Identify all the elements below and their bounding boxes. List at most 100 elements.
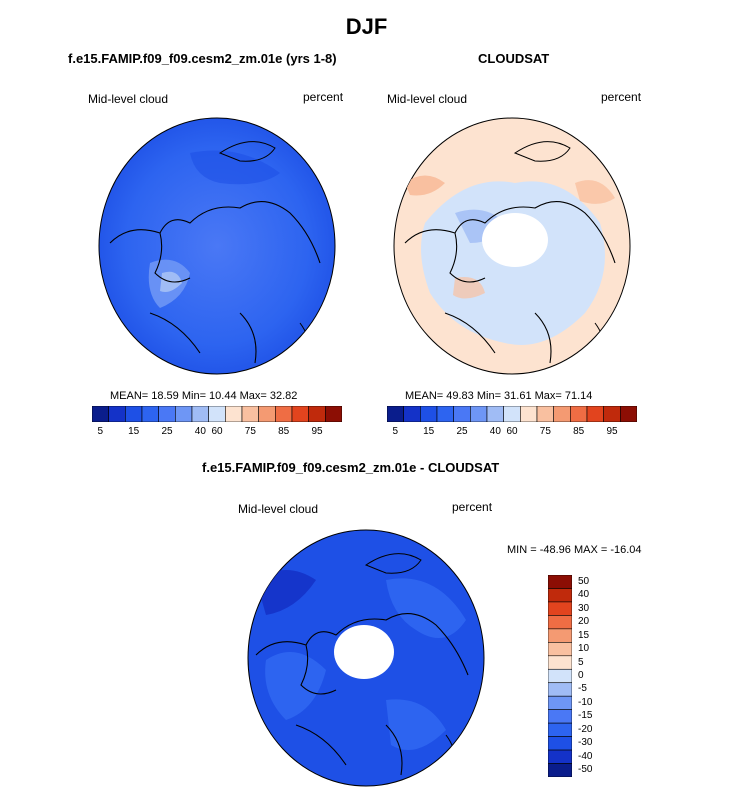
colorbar-tick-label: 40 — [578, 589, 590, 601]
colorbar-tick-label: -50 — [578, 764, 593, 776]
diff-panel-title: f.e15.FAMIP.f09_f09.cesm2_zm.01e - CLOUD… — [202, 460, 500, 475]
colorbar-swatch — [548, 601, 572, 616]
model-panel-title: f.e15.FAMIP.f09_f09.cesm2_zm.01e (yrs 1-… — [68, 51, 337, 66]
diff-missing-pole — [334, 625, 394, 679]
cloudsat-units-label: percent — [601, 90, 642, 104]
colorbar-swatch — [470, 406, 488, 422]
colorbar-tick-label: 5 — [97, 426, 104, 437]
cloudsat-polar-map — [393, 117, 631, 375]
colorbar-swatch — [548, 763, 572, 777]
cloudsat-contour-blob — [405, 175, 445, 196]
colorbar-swatch — [325, 406, 342, 422]
cloudsat-panel-title: CLOUDSAT — [478, 51, 550, 66]
colorbar-swatch — [548, 642, 572, 657]
colorbar-tick-label: 0 — [578, 670, 584, 681]
colorbar-swatch — [141, 406, 159, 422]
cloudsat-contour-blob — [453, 277, 485, 299]
colorbar-tick-label: 85 — [278, 426, 290, 437]
colorbar-tick-label: 60 — [506, 426, 518, 437]
diff-stats: MIN = -48.96 MAX = -16.04 — [507, 544, 642, 556]
colorbar-swatch — [275, 406, 293, 422]
colorbar-swatch — [548, 655, 572, 670]
colorbar-swatch — [520, 406, 538, 422]
colorbar-tick-label: 40 — [489, 426, 501, 437]
colorbar-swatch — [108, 406, 126, 422]
colorbar-tick-label: 85 — [573, 426, 585, 437]
page-title: DJF — [345, 14, 388, 39]
colorbar-swatch — [548, 588, 572, 603]
colorbar-swatch — [125, 406, 143, 422]
colorbar-swatch — [387, 406, 404, 422]
cloudsat-colorbar — [387, 406, 637, 422]
colorbar-swatch — [208, 406, 226, 422]
colorbar-swatch — [586, 406, 604, 422]
colorbar-swatch — [620, 406, 637, 422]
cloudsat-stats: MEAN= 49.83 Min= 31.61 Max= 71.14 — [405, 390, 593, 402]
cloudsat-colorbar-labels: 5 15 25 40 60 75 85 95 — [387, 426, 637, 440]
colorbar-swatch — [570, 406, 588, 422]
colorbar-tick-label: -15 — [578, 710, 593, 722]
colorbar-tick-label: 15 — [423, 426, 435, 437]
colorbar-swatch — [548, 736, 572, 751]
colorbar-swatch — [553, 406, 571, 422]
colorbar-tick-label: 60 — [211, 426, 223, 437]
cloudsat-missing-pole — [482, 213, 548, 267]
colorbar-swatch — [603, 406, 621, 422]
colorbar-tick-label: 95 — [311, 426, 323, 437]
colorbar-tick-label: 10 — [578, 643, 590, 655]
colorbar-tick-label: 5 — [392, 426, 399, 437]
colorbar-swatch — [548, 722, 572, 737]
colorbar-swatch — [548, 575, 572, 589]
model-units-label: percent — [303, 90, 344, 104]
colorbar-swatch — [548, 615, 572, 630]
colorbar-tick-label: -30 — [578, 737, 593, 749]
diff-units-label: percent — [452, 500, 493, 514]
colorbar-tick-label: 75 — [244, 426, 256, 437]
colorbar-tick-label: -20 — [578, 723, 593, 735]
diff-colorbar-labels: 50 40 30 20 15 10 5 0 -5 -10 -15 -20 -30 -40 -50 — [578, 575, 618, 777]
colorbar-tick-label: 95 — [606, 426, 618, 437]
model-colorbar — [92, 406, 342, 422]
model-colorbar-labels: 5 15 25 40 60 75 85 95 — [92, 426, 342, 440]
model-field-label: Mid-level cloud — [88, 92, 169, 106]
diff-contour-blob — [386, 699, 446, 750]
colorbar-tick-label: 50 — [578, 575, 590, 587]
colorbar-tick-label: 15 — [578, 629, 590, 641]
colorbar-swatch — [548, 749, 572, 764]
diff-field-label: Mid-level cloud — [238, 502, 319, 516]
colorbar-swatch — [486, 406, 504, 422]
colorbar-tick-label: -10 — [578, 696, 593, 708]
model-map-disk — [98, 117, 336, 375]
colorbar-swatch — [308, 406, 326, 422]
colorbar-swatch — [175, 406, 193, 422]
colorbar-swatch — [225, 406, 243, 422]
colorbar-swatch — [403, 406, 421, 422]
diff-contour-blob — [265, 652, 326, 720]
cloudsat-contour-blob — [575, 180, 615, 204]
model-contour-blob — [190, 150, 280, 185]
colorbar-tick-label: 15 — [128, 426, 140, 437]
colorbar-swatch — [241, 406, 259, 422]
model-stats: MEAN= 18.59 Min= 10.44 Max= 32.82 — [110, 390, 298, 402]
colorbar-tick-label: 40 — [194, 426, 206, 437]
colorbar-swatch — [548, 668, 572, 684]
colorbar-swatch — [92, 406, 109, 422]
colorbar-swatch — [548, 682, 572, 697]
colorbar-swatch — [536, 406, 554, 422]
colorbar-tick-label: 25 — [456, 426, 468, 437]
model-coastline — [109, 201, 321, 364]
colorbar-swatch — [436, 406, 454, 422]
colorbar-tick-label: 5 — [578, 656, 584, 668]
colorbar-swatch — [158, 406, 176, 422]
colorbar-swatch — [503, 406, 521, 422]
colorbar-tick-label: 75 — [539, 426, 551, 437]
colorbar-swatch — [420, 406, 438, 422]
diff-coastline — [255, 613, 469, 776]
diff-contour-blob — [386, 578, 466, 638]
colorbar-swatch — [191, 406, 209, 422]
diff-polar-map — [247, 529, 485, 787]
colorbar-swatch — [548, 695, 572, 710]
colorbar-tick-label: 25 — [161, 426, 173, 437]
colorbar-swatch — [548, 709, 572, 724]
colorbar-tick-label: 30 — [578, 602, 590, 614]
